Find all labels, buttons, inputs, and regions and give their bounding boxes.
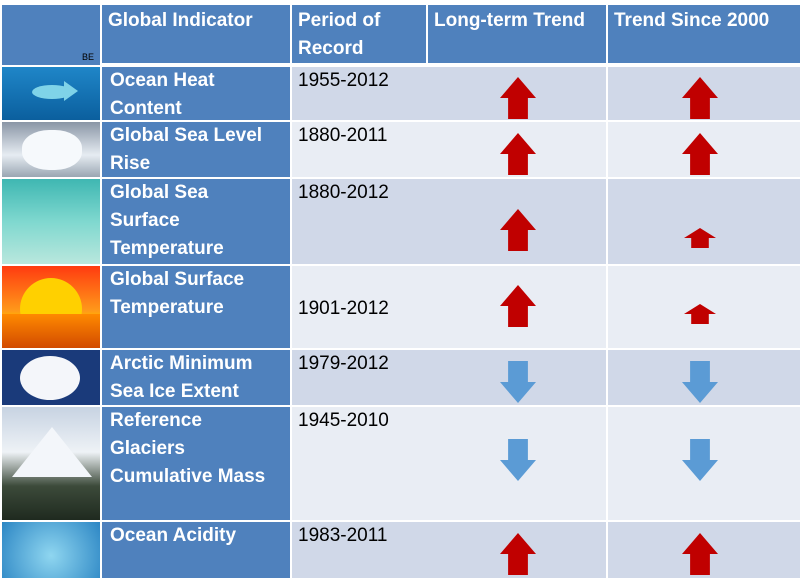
up-arrow-icon	[500, 285, 536, 327]
period-global-surface-temperature: 1901-2012	[292, 266, 606, 348]
up-arrow-icon	[500, 133, 536, 175]
coral-reef-image	[2, 522, 100, 578]
down-arrow-icon	[682, 361, 718, 403]
up-arrow-icon	[500, 533, 536, 575]
up-arrow-shape	[682, 533, 718, 575]
up-arrow-shape	[500, 209, 536, 251]
crashing-wave-image	[2, 122, 100, 177]
period-reference-glaciers-cumulative-mass: 1945-2010	[292, 407, 606, 520]
turquoise-water-image	[2, 179, 100, 264]
period-arctic-minimum-sea-ice-extent: 1979-2012	[292, 350, 606, 405]
corner-image-cell: BE	[2, 5, 100, 65]
corner-mark: BE	[81, 52, 94, 62]
up-arrow-shape	[500, 133, 536, 175]
column-divider	[606, 67, 608, 578]
indicator-ocean-acidity: Ocean Acidity	[102, 522, 290, 578]
up-arrow-icon	[500, 209, 536, 251]
indicator-global-sea-surface-temperature: Global Sea Surface Temperature	[102, 179, 290, 264]
period-global-sea-surface-temperature: 1880-2012	[292, 179, 606, 264]
trend-cell-bg	[608, 179, 800, 264]
down-arrow-shape	[682, 361, 718, 403]
up-arrow-icon	[500, 77, 536, 119]
indicator-global-sea-level-rise: Global Sea Level Rise	[102, 122, 290, 177]
up-arrow-shape	[500, 533, 536, 575]
up-arrow-shape	[682, 77, 718, 119]
sunset-image	[2, 266, 100, 348]
indicator-arctic-minimum-sea-ice-extent: Arctic Minimum Sea Ice Extent	[102, 350, 290, 405]
indicator-ocean-heat-content: Ocean Heat Content	[102, 67, 290, 120]
period-ocean-acidity: 1983-2011	[292, 522, 606, 578]
up-arrow-icon	[682, 533, 718, 575]
up-arrow-icon	[682, 133, 718, 175]
arctic-ice-map-image	[2, 350, 100, 405]
period-global-sea-level-rise: 1880-2011	[292, 122, 606, 177]
down-arrow-icon	[500, 361, 536, 403]
indicator-global-surface-temperature: Global Surface Temperature	[102, 266, 290, 348]
up-arrow-icon	[684, 304, 716, 324]
glacier-mountain-image	[2, 407, 100, 520]
down-arrow-shape	[682, 439, 718, 481]
ocean-fish-image	[2, 67, 100, 120]
up-arrow-shape	[684, 304, 716, 324]
down-arrow-shape	[500, 361, 536, 403]
header-trend-since-2000: Trend Since 2000	[608, 5, 800, 63]
indicator-reference-glaciers-cumulative-mass: Reference Glaciers Cumulative Mass	[102, 407, 290, 520]
up-arrow-shape	[682, 133, 718, 175]
up-arrow-icon	[682, 77, 718, 119]
up-arrow-shape	[500, 285, 536, 327]
up-arrow-shape	[684, 228, 716, 248]
header-period-of-record: Period of Record	[292, 5, 426, 63]
period-ocean-heat-content: 1955-2012	[292, 67, 606, 120]
down-arrow-icon	[500, 439, 536, 481]
up-arrow-shape	[500, 77, 536, 119]
up-arrow-icon	[684, 228, 716, 248]
header-global-indicator: Global Indicator	[102, 5, 290, 63]
down-arrow-icon	[682, 439, 718, 481]
down-arrow-shape	[500, 439, 536, 481]
header-long-term-trend: Long-term Trend	[428, 5, 606, 63]
